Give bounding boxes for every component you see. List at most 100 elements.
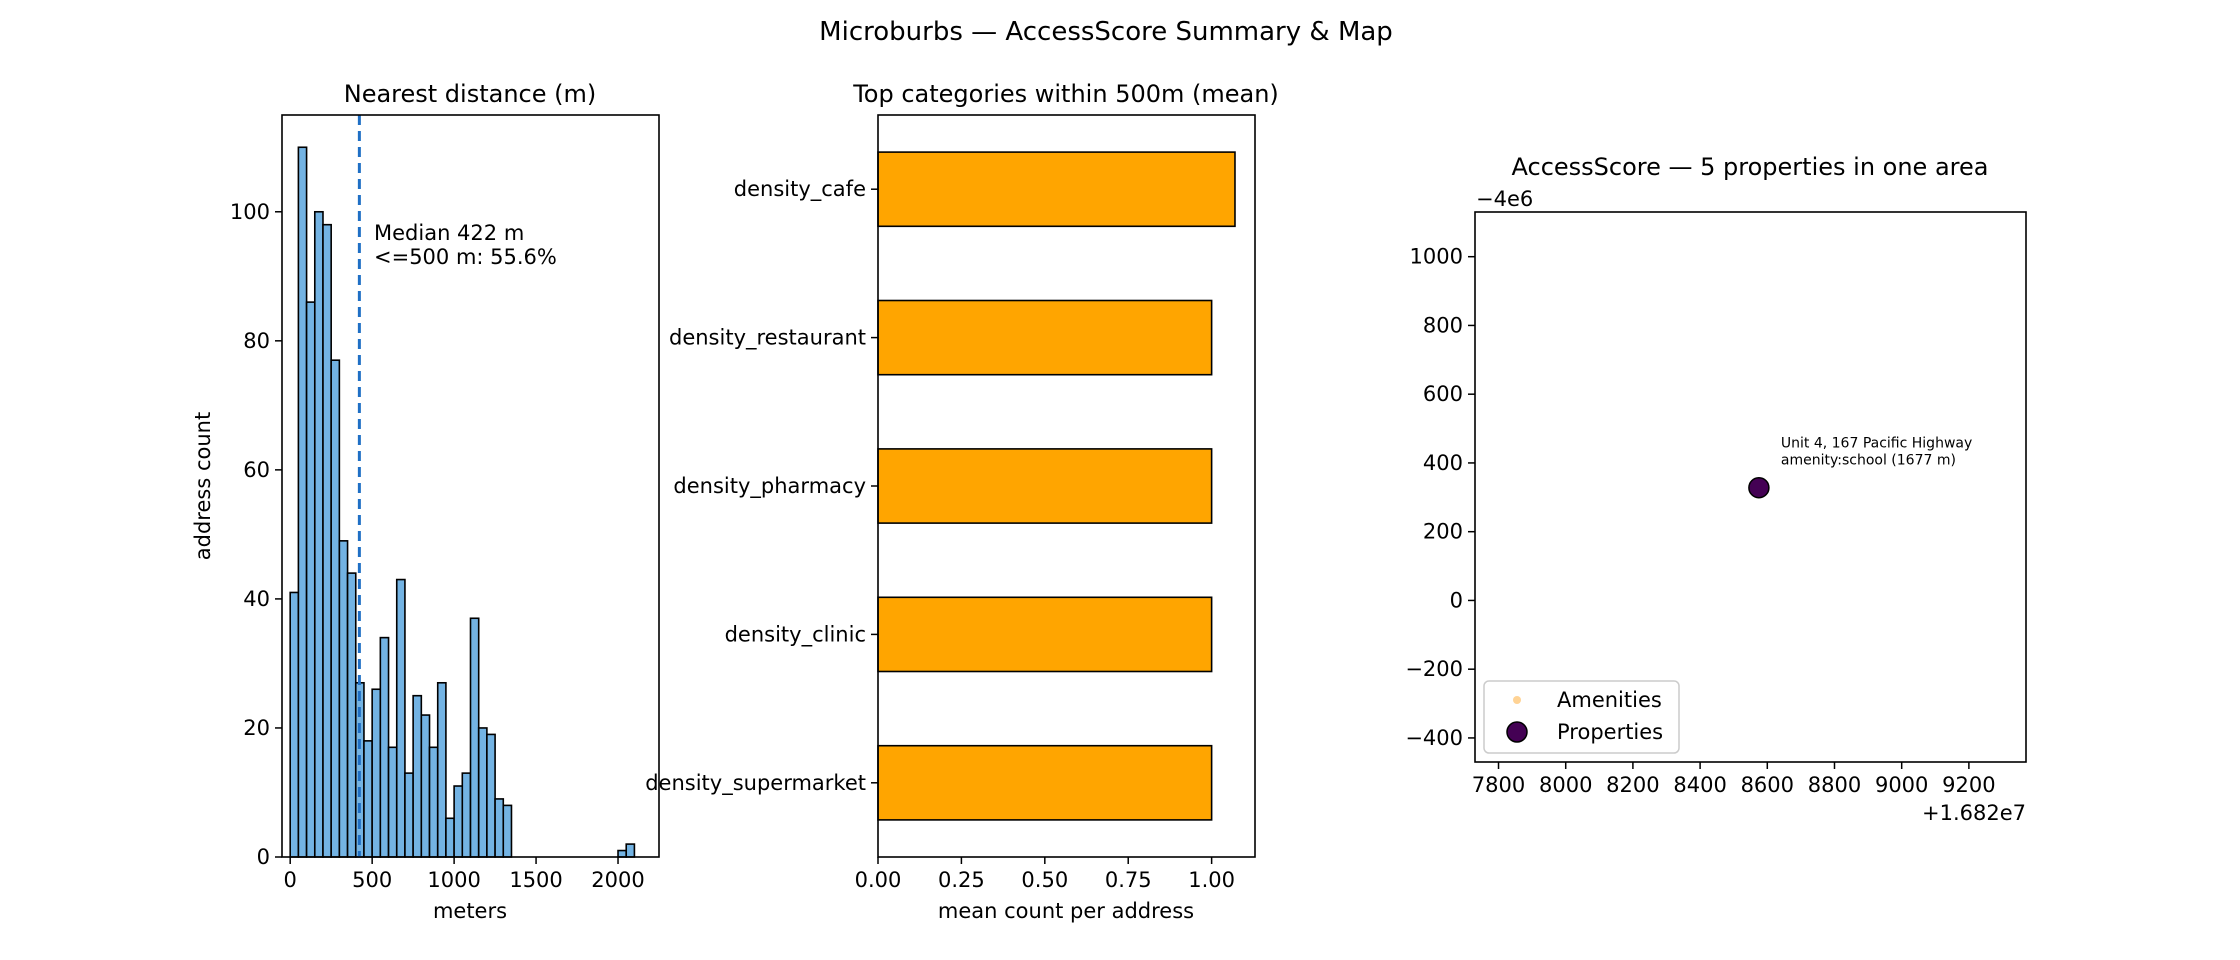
x-tick-label: 9200 bbox=[1942, 773, 1995, 797]
histogram-bar bbox=[305, 301, 316, 858]
histogram-x-ticks: 0 500 1000 1500 2000 bbox=[284, 857, 645, 892]
property-legend-marker bbox=[1506, 721, 1528, 743]
x-tick-label: 1.00 bbox=[1188, 868, 1235, 892]
category-panel: Top categories within 500m (mean) 0.00 0.… bbox=[645, 80, 1279, 923]
x-tick-label: 0.00 bbox=[855, 868, 902, 892]
histogram-panel: Nearest distance (m) Median 422 m <=500 … bbox=[191, 80, 660, 923]
y-tick-label: 600 bbox=[1423, 382, 1463, 406]
y-tick-label: 0 bbox=[1450, 588, 1463, 612]
y-tick-label: 80 bbox=[243, 329, 270, 353]
histogram-y-ticks: 0 20 40 60 80 100 bbox=[230, 200, 282, 869]
category-label: density_supermarket bbox=[645, 771, 866, 796]
map-frame bbox=[1474, 211, 2027, 763]
histogram-x-label: meters bbox=[433, 899, 507, 923]
histogram-bar bbox=[346, 572, 357, 858]
y-tick-label: 800 bbox=[1423, 313, 1463, 337]
amenity-legend-label: Amenities bbox=[1557, 688, 1662, 712]
x-tick-label: 8200 bbox=[1606, 773, 1659, 797]
y-tick-label: 20 bbox=[243, 716, 270, 740]
histogram-bar bbox=[461, 772, 472, 858]
category-label: density_pharmacy bbox=[673, 474, 866, 499]
histogram-frame bbox=[281, 114, 660, 858]
property-point bbox=[1748, 476, 1770, 499]
x-tick-label: 7800 bbox=[1472, 773, 1525, 797]
x-tick-label: 2000 bbox=[591, 868, 644, 892]
x-tick-label: 8600 bbox=[1741, 773, 1794, 797]
category-title: Top categories within 500m (mean) bbox=[852, 80, 1279, 108]
y-tick-label: 1000 bbox=[1410, 245, 1463, 269]
x-offset-label: +1.682e7 bbox=[1922, 801, 2026, 825]
y-tick-label: 60 bbox=[243, 458, 270, 482]
property-label-address: Unit 4, 167 Pacific Highway bbox=[1781, 436, 1972, 452]
category-x-ticks: 0.00 0.25 0.50 0.75 1.00 bbox=[855, 857, 1235, 892]
category-label: density_clinic bbox=[725, 622, 866, 647]
figure-title: Microburbs — AccessScore Summary & Map bbox=[819, 17, 1393, 47]
histogram-bar bbox=[502, 804, 513, 858]
category-label: density_restaurant bbox=[669, 326, 866, 351]
histogram-bar bbox=[477, 727, 488, 858]
map-legend: Amenities Properties bbox=[1483, 680, 1680, 754]
within-500-annotation: <=500 m: 55.6% bbox=[374, 245, 557, 269]
x-tick-label: 8800 bbox=[1808, 773, 1861, 797]
category-bar bbox=[877, 151, 1236, 228]
histogram-bar bbox=[338, 540, 349, 858]
map-x-ticks: 7800 8000 8200 8400 8600 8800 9000 9200 bbox=[1472, 762, 1996, 797]
y-offset-label: −4e6 bbox=[1476, 187, 1533, 211]
category-x-label: mean count per address bbox=[938, 899, 1194, 923]
histogram-bar bbox=[322, 223, 332, 858]
property-legend-label: Properties bbox=[1557, 720, 1663, 744]
category-bar bbox=[877, 448, 1213, 524]
histogram-title: Nearest distance (m) bbox=[344, 80, 597, 108]
map-points: Unit 4, 167 Pacific Highwayamenity:schoo… bbox=[1748, 436, 1972, 499]
map-panel: AccessScore — 5 properties in one area −… bbox=[1405, 153, 2027, 825]
histogram-bar bbox=[625, 843, 636, 858]
amenity-legend-marker bbox=[1513, 696, 1521, 704]
median-annotation: Median 422 m bbox=[374, 221, 524, 245]
histogram-bar bbox=[494, 798, 505, 858]
histogram-bar bbox=[330, 359, 341, 858]
map-y-ticks: 1000 800 600 400 200 0 −200 −400 bbox=[1405, 245, 1475, 750]
x-tick-label: 500 bbox=[352, 868, 392, 892]
y-tick-label: −200 bbox=[1405, 657, 1463, 681]
x-tick-label: 1500 bbox=[509, 868, 562, 892]
x-tick-label: 9000 bbox=[1875, 773, 1928, 797]
histogram-bars bbox=[289, 146, 636, 858]
category-label: density_cafe bbox=[734, 177, 866, 202]
x-tick-label: 0 bbox=[284, 868, 297, 892]
x-tick-label: 1000 bbox=[427, 868, 480, 892]
category-bar bbox=[877, 596, 1213, 673]
histogram-bar bbox=[395, 578, 406, 858]
property-label-nearest: amenity:school (1677 m) bbox=[1781, 453, 1956, 469]
category-bar bbox=[877, 299, 1213, 376]
legend-box bbox=[1483, 680, 1680, 754]
histogram-bar bbox=[289, 591, 300, 858]
histogram-bar bbox=[428, 746, 439, 858]
x-tick-label: 0.75 bbox=[1105, 868, 1152, 892]
map-title: AccessScore — 5 properties in one area bbox=[1512, 153, 1989, 181]
x-tick-label: 0.25 bbox=[938, 868, 985, 892]
y-tick-label: −400 bbox=[1405, 726, 1463, 750]
histogram-bar bbox=[420, 714, 431, 858]
y-tick-label: 0 bbox=[257, 845, 270, 869]
category-bar bbox=[877, 744, 1213, 821]
histogram-bar bbox=[453, 785, 464, 858]
histogram-bar bbox=[486, 733, 496, 858]
histogram-bar bbox=[297, 146, 308, 858]
y-tick-label: 100 bbox=[230, 200, 270, 224]
x-tick-label: 8000 bbox=[1539, 773, 1592, 797]
histogram-bar bbox=[445, 817, 455, 858]
histogram-y-label: address count bbox=[191, 412, 215, 560]
histogram-bar bbox=[412, 694, 423, 858]
histogram-bar bbox=[387, 746, 398, 858]
histogram-bar bbox=[363, 740, 373, 858]
x-tick-label: 0.50 bbox=[1021, 868, 1068, 892]
y-tick-label: 400 bbox=[1423, 451, 1463, 475]
histogram-bar bbox=[379, 636, 390, 858]
histogram-bar bbox=[371, 688, 382, 858]
y-tick-label: 200 bbox=[1423, 520, 1463, 544]
y-tick-label: 40 bbox=[243, 587, 270, 611]
histogram-bar bbox=[617, 849, 628, 858]
histogram-bar bbox=[313, 210, 324, 858]
histogram-bar bbox=[404, 772, 414, 858]
